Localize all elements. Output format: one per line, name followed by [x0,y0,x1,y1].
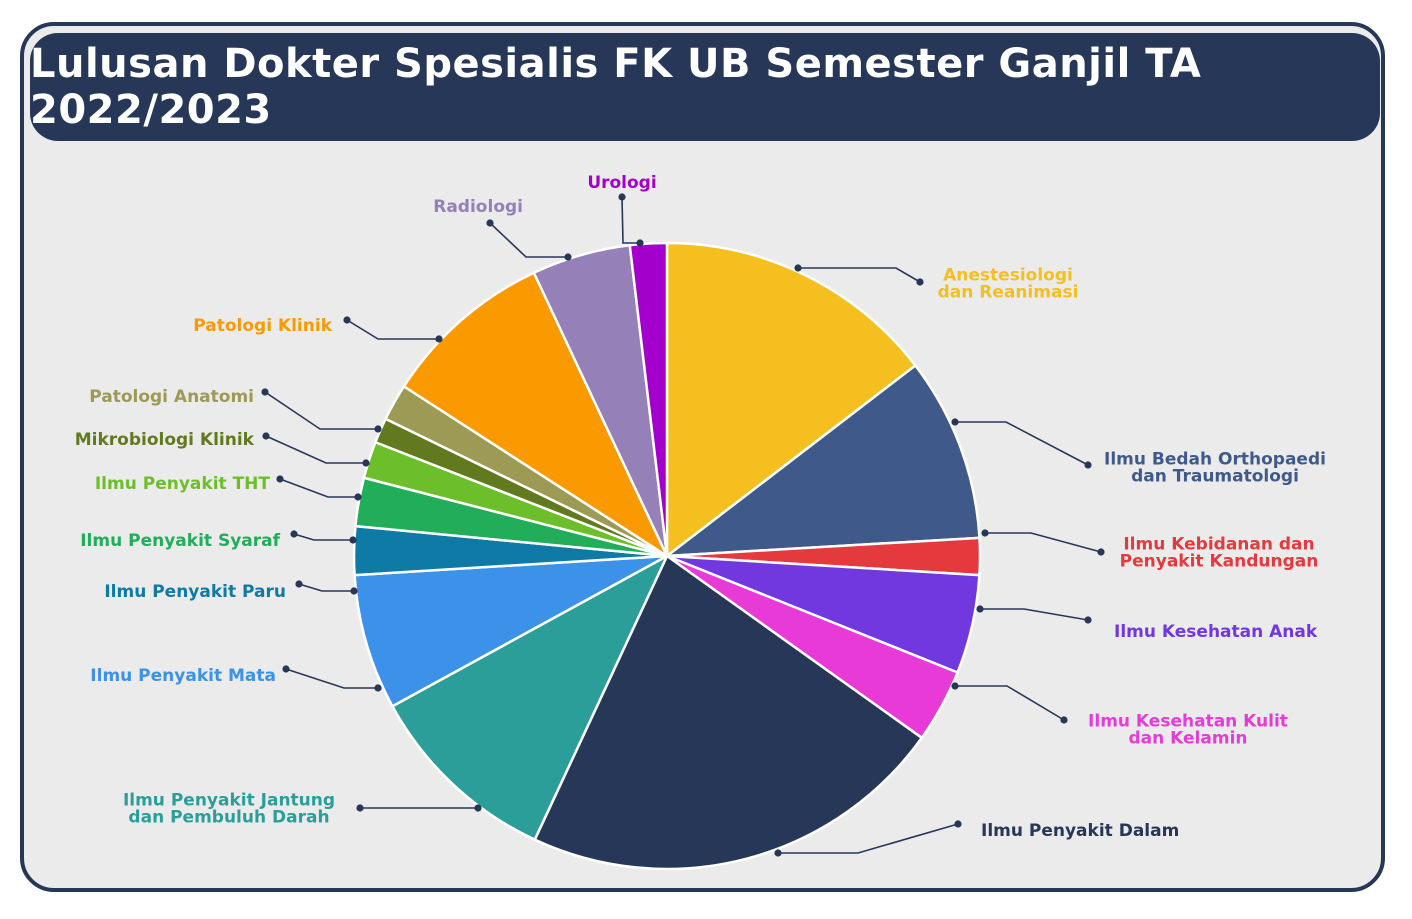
label-ilmu-penyakit-mata: Ilmu Penyakit Mata [90,666,276,686]
label-line: Anestesiologi [943,266,1073,286]
title-bar: Lulusan Dokter Spesialis FK UB Semester … [30,33,1380,141]
leader-dot-radiologi-slice [564,253,572,261]
label-ilmu-bedah-orthopaedi-dan-traumatologi: Ilmu Bedah Orthopaedi dan Traumatologi [1104,450,1326,487]
label-line: dan Reanimasi [938,283,1079,303]
leader-dot-patologi-anatomi-label [261,388,269,396]
slice-ilmu-penyakit-jantung-dan-pembuluh-darah [391,554,669,841]
leader-line-ilmu-bedah-orthopaedi-dan-traumatologi [955,421,1089,466]
leader-dot-ilmu-kesehatan-kulit-dan-kelamin-slice [951,682,959,690]
leader-dot-urologi-slice [636,239,644,247]
leader-dot-ilmu-penyakit-jantung-dan-pembuluh-darah-label [356,804,364,812]
label-line: Patologi Klinik [193,316,332,336]
label-mikrobiologi-klinik: Mikrobiologi Klinik [75,430,255,450]
label-ilmu-penyakit-syaraf: Ilmu Penyakit Syaraf [80,531,280,551]
leader-dot-patologi-klinik-slice [435,335,443,343]
slice-urologi [628,241,669,558]
label-line: Urologi [587,173,656,193]
leader-line-ilmu-penyakit-dalam [778,823,959,854]
label-line: Patologi Anatomi [89,387,254,407]
leader-dot-ilmu-penyakit-syaraf-label [290,530,298,538]
slice-ilmu-bedah-orthopaedi-dan-traumatologi [665,364,981,558]
leader-dot-radiologi-label [486,219,494,227]
leader-dot-ilmu-penyakit-dalam-label [954,820,962,828]
label-line: Ilmu Kebidanan dan [1123,535,1314,555]
label-line: Ilmu Penyakit Syaraf [80,531,280,551]
slice-patologi-klinik [402,271,669,558]
leader-line-urologi [621,196,640,244]
slice-labels: Anestesiologi dan Reanimasi Ilmu Bedah Ort… [75,173,1326,841]
chart-title: Lulusan Dokter Spesialis FK UB Semester … [30,41,1202,133]
label-ilmu-penyakit-dalam: Ilmu Penyakit Dalam [981,821,1179,841]
label-line: Ilmu Penyakit THT [95,474,271,494]
label-line: Ilmu Bedah Orthopaedi [1104,450,1326,470]
leader-line-ilmu-penyakit-tht [279,478,358,498]
leader-line-ilmu-penyakit-syaraf [293,533,353,541]
leader-dot-ilmu-kebidanan-dan-penyakit-kandungan-slice [981,529,989,537]
leader-line-ilmu-kesehatan-anak [980,608,1089,621]
label-radiologi: Radiologi [433,197,523,217]
leader-dot-anestesiologi-dan-reanimasi-slice [794,264,802,272]
label-line: Ilmu Penyakit Mata [90,666,276,686]
label-ilmu-penyakit-paru: Ilmu Penyakit Paru [104,582,286,602]
leader-dot-mikrobiologi-klinik-slice [362,459,370,467]
leader-dot-urologi-label [618,193,626,201]
leader-dot-ilmu-penyakit-paru-label [295,580,303,588]
leader-lines [261,193,1105,857]
label-line: dan Traumatologi [1131,467,1299,487]
label-patologi-klinik: Patologi Klinik [193,316,332,336]
leader-dot-ilmu-penyakit-tht-slice [354,493,362,501]
leader-line-patologi-anatomi [264,391,378,430]
leader-line-ilmu-kesehatan-kulit-dan-kelamin [955,685,1065,721]
label-line: Ilmu Penyakit Dalam [981,821,1179,841]
leader-dot-ilmu-penyakit-tht-label [276,475,284,483]
label-line: Ilmu Penyakit Jantung [123,791,335,811]
leader-dot-ilmu-kesehatan-anak-label [1084,616,1092,624]
leader-line-patologi-klinik [346,319,439,340]
leader-dot-mikrobiologi-klinik-label [262,432,270,440]
leader-line-radiologi [489,222,568,258]
leader-line-ilmu-penyakit-mata [285,668,378,689]
slice-ilmu-penyakit-mata [353,554,669,708]
label-line: Radiologi [433,197,523,217]
label-line: Mikrobiologi Klinik [75,430,255,450]
label-line: Penyakit Kandungan [1120,552,1319,572]
leader-dot-ilmu-penyakit-syaraf-slice [349,536,357,544]
leader-dot-anestesiologi-dan-reanimasi-label [916,278,924,286]
label-anestesiologi-dan-reanimasi: Anestesiologi dan Reanimasi [938,266,1079,303]
label-ilmu-kebidanan-dan-penyakit-kandungan: Ilmu Kebidanan dan Penyakit Kandungan [1120,535,1319,572]
label-ilmu-kesehatan-anak: Ilmu Kesehatan Anak [1114,622,1318,642]
leader-dot-ilmu-bedah-orthopaedi-dan-traumatologi-slice [951,418,959,426]
leader-line-ilmu-penyakit-paru [298,583,354,592]
leader-dot-ilmu-penyakit-mata-label [282,665,290,673]
label-line: Ilmu Kesehatan Anak [1114,622,1318,642]
leader-dot-ilmu-penyakit-jantung-dan-pembuluh-darah-slice [474,804,482,812]
leader-dot-ilmu-penyakit-paru-slice [350,587,358,595]
leader-dot-ilmu-penyakit-mata-slice [374,684,382,692]
leader-dot-ilmu-kebidanan-dan-penyakit-kandungan-label [1097,548,1105,556]
label-line: Ilmu Penyakit Paru [104,582,286,602]
leader-dot-ilmu-bedah-orthopaedi-dan-traumatologi-label [1084,461,1092,469]
leader-line-mikrobiologi-klinik [265,435,366,464]
label-ilmu-kesehatan-kulit-dan-kelamin: Ilmu Kesehatan Kulit dan Kelamin [1088,712,1288,749]
label-ilmu-penyakit-tht: Ilmu Penyakit THT [95,474,271,494]
label-line: dan Pembuluh Darah [128,808,329,828]
label-line: dan Kelamin [1128,729,1247,749]
label-patologi-anatomi: Patologi Anatomi [89,387,254,407]
leader-dot-patologi-klinik-label [343,316,351,324]
leader-dot-ilmu-penyakit-dalam-slice [774,849,782,857]
leader-dot-ilmu-kesehatan-anak-slice [976,605,984,613]
leader-dot-ilmu-kesehatan-kulit-dan-kelamin-label [1060,716,1068,724]
label-line: Ilmu Kesehatan Kulit [1088,712,1288,732]
slice-anestesiologi-dan-reanimasi [665,241,917,558]
pie-slices [352,241,982,871]
leader-line-ilmu-kebidanan-dan-penyakit-kandungan [985,532,1102,553]
label-urologi: Urologi [587,173,656,193]
leader-line-anestesiologi-dan-reanimasi [798,267,921,283]
label-ilmu-penyakit-jantung-dan-pembuluh-darah: Ilmu Penyakit Jantung dan Pembuluh Darah [123,791,335,828]
leader-dot-patologi-anatomi-slice [374,425,382,433]
